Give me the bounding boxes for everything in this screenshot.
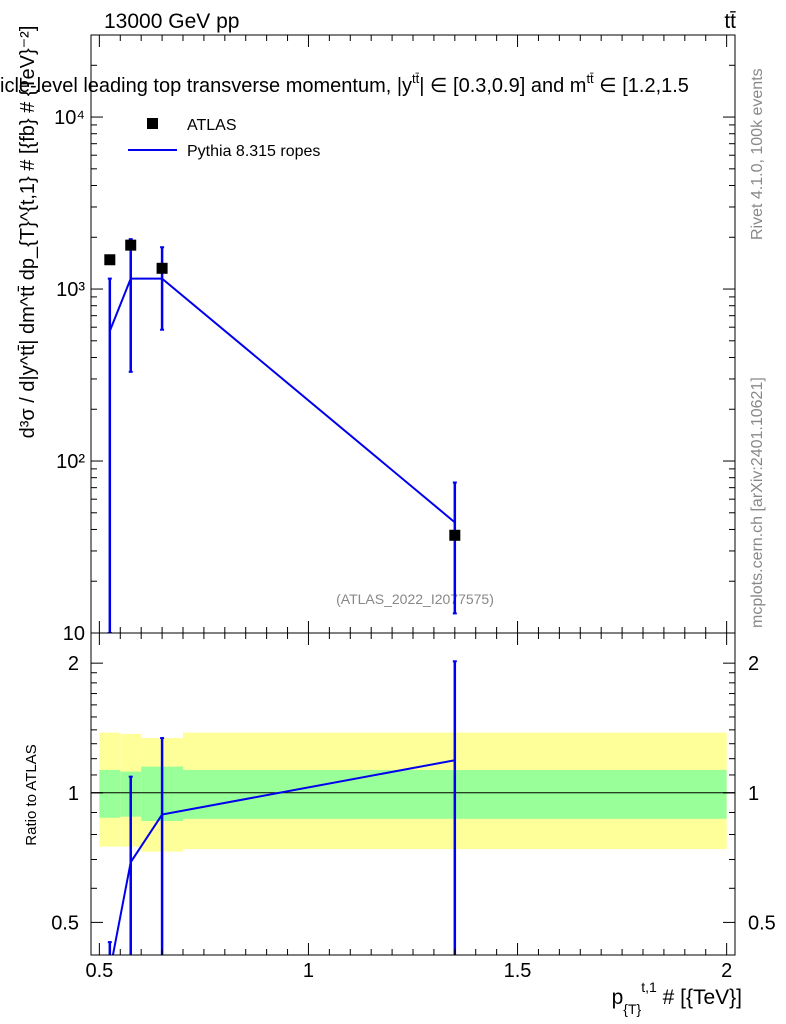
legend: ATLAS Pythia 8.315 ropes [128,117,320,160]
x-label-sub: {T} [623,1001,641,1017]
header-energy-label: 13000 GeV pp [104,10,239,33]
x-label-p: p [612,986,624,1009]
main-y-axis-label: d³σ / d|y^tt̄| dm^tt̄ dp_{T}^{t,1} # [{f… [17,26,39,439]
title-part-2: | ∈ [0.3,0.9] and m [419,75,586,97]
xtick-label-0: 0.5 [85,960,113,982]
analysis-watermark: (ATLAS_2022_I2077575) [336,591,494,607]
main-ytick-label-2: 10³ [56,279,85,301]
header-process-label: tt̄ [724,10,736,33]
xtick-label-1: 1 [303,960,314,982]
atlas-data-point-2 [156,262,168,274]
ratio-ytick-label-right-2: 2 [748,653,759,675]
xtick-label-3: 2 [721,960,732,982]
x-label-sup: t,1 [641,979,657,995]
main-ytick-label-1: 10² [56,451,85,473]
main-ytick-label-3: 10⁴ [54,107,85,129]
main-ytick-label-0: 10 [63,623,85,645]
ratio-y-axis-label: Ratio to ATLAS [23,744,40,845]
title-sup-1: tt̄ [412,71,420,86]
title-part-1: icle-level leading top transverse moment… [0,75,412,97]
ratio-ytick-label-left-2: 2 [68,653,79,675]
ratio-ytick-label-right-1: 1 [748,783,759,805]
ratio-mc-line [111,759,456,955]
mcplots-url-label: mcplots.cern.ch [arXiv:2401.10621] [749,377,766,628]
ratio-ytick-label-left-1: 1 [68,783,79,805]
legend-pythia-label: Pythia 8.315 ropes [187,143,320,160]
title-part-3: ∈ [1.2,1.5 [594,75,689,97]
atlas-data-point-0 [104,254,116,266]
legend-atlas-label: ATLAS [187,117,237,134]
mc-line [108,277,456,524]
ratio-ytick-label-left-0: 0.5 [51,912,79,934]
xtick-label-2: 1.5 [504,960,532,982]
main-plot-title: icle-level leading top transverse moment… [0,71,689,97]
x-label-unit: # [{TeV}] [657,986,742,1009]
atlas-data-point-3 [449,529,461,541]
ratio-ytick-label-right-0: 0.5 [748,912,776,934]
legend-atlas-marker [147,118,158,129]
title-sup-2: tt̄ [586,71,594,86]
atlas-data-point-1 [125,239,137,251]
ratio-band-inner-0 [99,769,121,818]
x-axis-label: p{T}t,1 # [{TeV}] [612,979,742,1017]
rivet-version-label: Rivet 4.1.0, 100k events [749,68,766,240]
